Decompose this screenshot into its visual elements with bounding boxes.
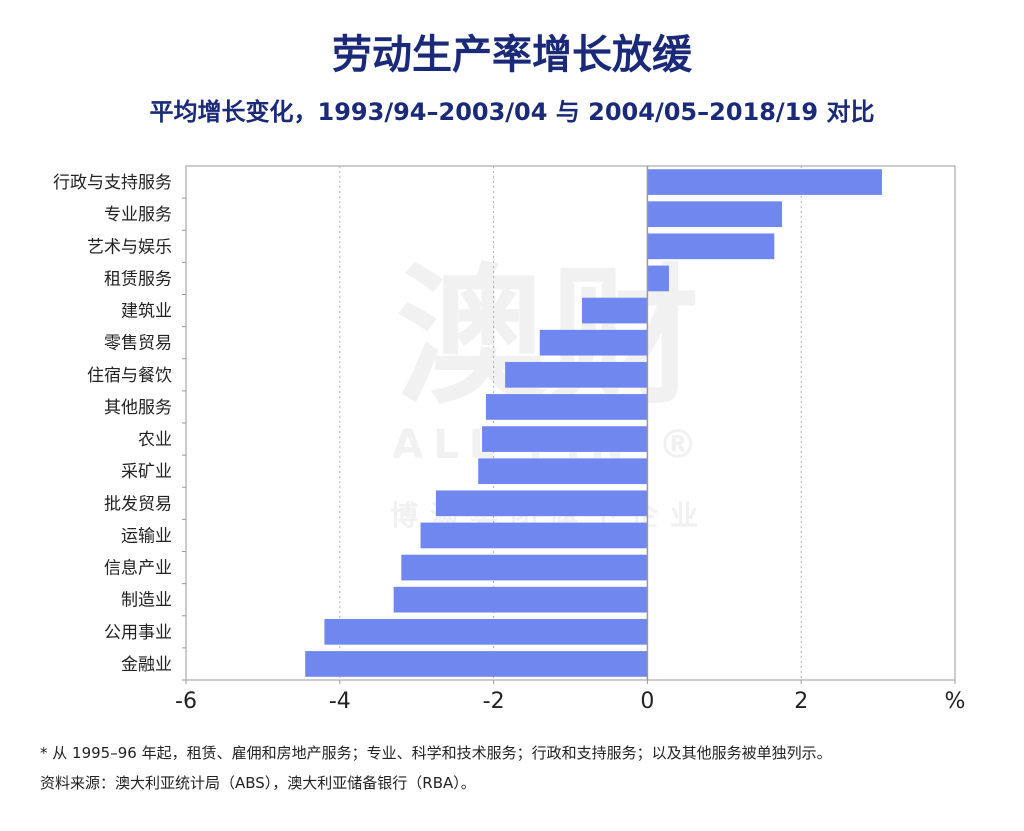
category-label: 其他服务 [104, 398, 172, 418]
bar [647, 169, 882, 195]
category-label: 信息产业 [104, 559, 172, 579]
x-tick-label: 2 [794, 689, 808, 714]
category-label: 批发贸易 [104, 494, 172, 514]
source-note: 资料来源：澳大利亚统计局（ABS），澳大利亚储备银行（RBA）。 [40, 774, 476, 792]
x-tick-label: 0 [640, 689, 654, 714]
chart-title: 劳动生产率增长放缓 [332, 32, 692, 78]
bar [539, 329, 648, 356]
bar [647, 233, 775, 260]
bar [305, 651, 648, 677]
category-label: 制造业 [121, 591, 172, 611]
x-tick-label: -6 [175, 689, 197, 714]
chart-subtitle: 平均增长变化，1993/94–2003/04 与 2004/05–2018/19… [149, 98, 875, 126]
x-tick-label: -4 [329, 689, 351, 714]
x-tick-label: -2 [483, 689, 505, 714]
category-label: 运输业 [121, 526, 172, 546]
bar [324, 618, 648, 645]
bar-chart: 行政与支持服务专业服务艺术与娱乐租赁服务建筑业零售贸易住宿与餐饮其他服务农业采矿… [53, 165, 966, 714]
bar [505, 361, 648, 388]
category-label: 住宿与餐饮 [87, 366, 172, 386]
category-label: 行政与支持服务 [53, 173, 172, 193]
category-label: 金融业 [121, 655, 172, 675]
bar [482, 426, 648, 452]
category-label: 租赁服务 [104, 269, 172, 289]
category-label: 艺术与娱乐 [87, 237, 172, 257]
bar [485, 394, 648, 420]
category-label: 公用事业 [104, 623, 172, 643]
bar [478, 458, 648, 485]
category-label: 采矿业 [121, 462, 172, 482]
category-label: 建筑业 [121, 302, 172, 322]
category-label: 专业服务 [104, 205, 172, 225]
footnote: * 从 1995–96 年起，租赁、雇佣和房地产服务；专业、科学和技术服务；行政… [40, 744, 832, 762]
bar [647, 201, 782, 228]
bar [647, 265, 669, 292]
bar [401, 554, 648, 581]
bar [393, 586, 648, 613]
bar [420, 522, 648, 549]
category-label: 农业 [138, 430, 172, 450]
x-tick-label: % [945, 689, 966, 714]
category-label: 零售贸易 [104, 334, 172, 354]
bar [435, 490, 648, 517]
bar [582, 297, 648, 324]
